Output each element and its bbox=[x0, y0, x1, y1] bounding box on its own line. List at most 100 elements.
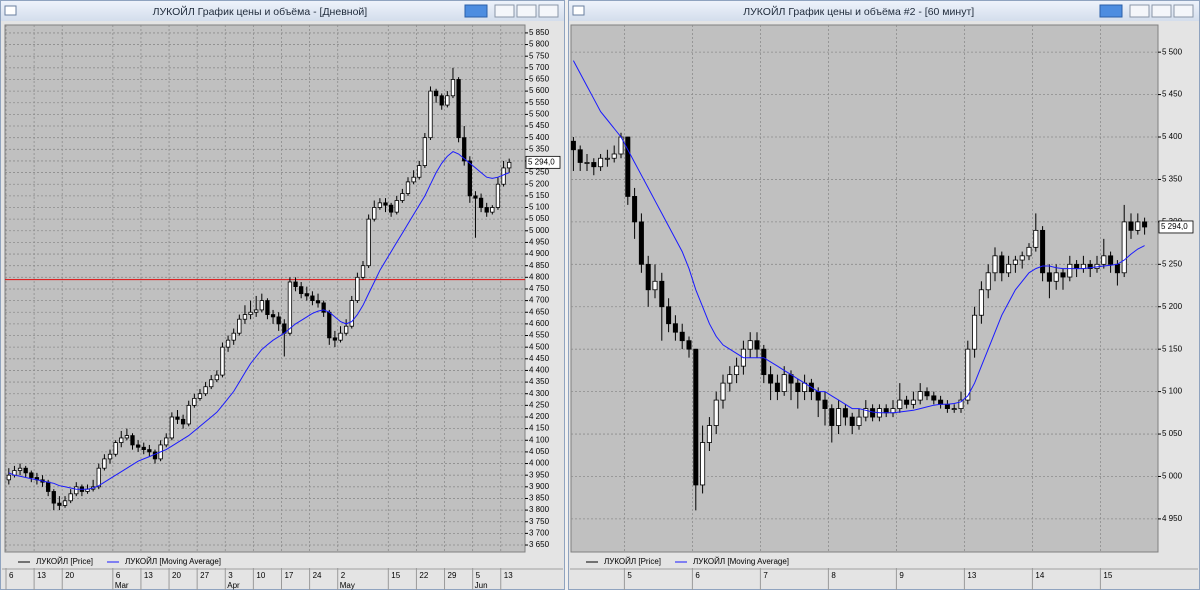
candle-body bbox=[141, 446, 146, 450]
candle-body bbox=[768, 374, 774, 384]
candle-body bbox=[625, 136, 631, 197]
candle-body bbox=[445, 95, 450, 106]
y-tick-label: 4 200 bbox=[529, 412, 550, 421]
x-tick-label: 13 bbox=[504, 571, 513, 580]
candle-body bbox=[248, 311, 253, 315]
candle-body bbox=[304, 293, 309, 297]
candle-body bbox=[321, 302, 326, 313]
y-tick-label: 5 800 bbox=[529, 40, 550, 49]
y-tick-label: 5 200 bbox=[529, 179, 550, 188]
candle-body bbox=[68, 493, 73, 502]
y-tick-label: 4 300 bbox=[529, 389, 550, 398]
candle-body bbox=[951, 408, 957, 410]
last-price-label: 5 294,0 bbox=[528, 157, 555, 166]
candle-body bbox=[107, 453, 113, 460]
candle-body bbox=[394, 200, 399, 213]
x-tick-label: 15 bbox=[391, 571, 400, 580]
x-tick-label: 20 bbox=[65, 571, 74, 580]
candle-body bbox=[6, 474, 11, 481]
candle-body bbox=[720, 382, 726, 401]
link-button[interactable] bbox=[1099, 4, 1123, 18]
y-tick-label: 5 100 bbox=[1162, 387, 1183, 396]
candle-body bbox=[965, 348, 971, 401]
candle-body bbox=[924, 391, 930, 397]
candle-body bbox=[113, 442, 118, 455]
x-tick-label: 9 bbox=[899, 571, 904, 580]
candle-body bbox=[842, 408, 848, 418]
candle-body bbox=[1033, 229, 1039, 248]
candle-body bbox=[175, 416, 180, 420]
moving-average-line bbox=[8, 151, 510, 490]
candle-body bbox=[164, 437, 169, 446]
candle-body bbox=[584, 162, 590, 164]
candle-body bbox=[856, 416, 862, 426]
candle-body bbox=[897, 399, 903, 409]
candle-body bbox=[577, 149, 583, 163]
candle-body bbox=[659, 280, 665, 308]
restore-button[interactable] bbox=[1151, 4, 1172, 18]
candle-body bbox=[686, 340, 692, 350]
candle-body bbox=[310, 295, 315, 302]
y-tick-label: 5 500 bbox=[529, 109, 550, 118]
y-tick-label: 4 700 bbox=[529, 296, 550, 305]
x-tick-label: 20 bbox=[172, 571, 181, 580]
y-tick-label: 5 100 bbox=[529, 203, 550, 212]
candle-body bbox=[209, 379, 214, 388]
candle-body bbox=[1012, 259, 1018, 265]
candle-body bbox=[931, 395, 937, 401]
y-tick-label: 3 700 bbox=[529, 528, 550, 537]
x-tick-label: 6 bbox=[9, 571, 14, 580]
candle-body bbox=[411, 176, 416, 183]
last-price-label: 5 294,0 bbox=[1161, 222, 1188, 231]
candle-body bbox=[422, 137, 427, 166]
y-tick-label: 4 550 bbox=[529, 331, 550, 340]
y-tick-label: 4 800 bbox=[529, 272, 550, 281]
candle-body bbox=[1040, 229, 1046, 274]
candle-body bbox=[332, 337, 338, 341]
y-tick-label: 5 050 bbox=[1162, 429, 1183, 438]
candle-body bbox=[473, 195, 478, 199]
candle-body bbox=[761, 348, 767, 376]
y-tick-label: 4 600 bbox=[529, 319, 550, 328]
candle-body bbox=[604, 157, 610, 160]
candle-body bbox=[377, 202, 383, 208]
candle-body bbox=[484, 207, 489, 213]
candle-body bbox=[1074, 263, 1080, 269]
candle-body bbox=[1067, 263, 1073, 278]
legend-label: ЛУКОЙЛ [Moving Average] bbox=[125, 557, 221, 566]
candle-body bbox=[62, 500, 68, 506]
minimize-button[interactable] bbox=[494, 4, 515, 18]
minimize-button[interactable] bbox=[1129, 4, 1150, 18]
restore-button[interactable] bbox=[516, 4, 537, 18]
close-button[interactable] bbox=[538, 4, 559, 18]
candle-body bbox=[1060, 272, 1066, 278]
x-tick-label: 3 bbox=[228, 571, 233, 580]
candle-body bbox=[327, 311, 332, 339]
candle-body bbox=[904, 399, 910, 405]
legend-label: ЛУКОЙЛ [Moving Average] bbox=[693, 557, 789, 566]
candle-body bbox=[679, 331, 685, 342]
candle-body bbox=[259, 300, 264, 311]
candle-body bbox=[645, 263, 651, 291]
candle-body bbox=[299, 286, 304, 295]
candle-body bbox=[119, 437, 124, 443]
plot-area bbox=[570, 24, 1159, 553]
link-button[interactable] bbox=[464, 4, 488, 18]
candle-body bbox=[910, 399, 916, 405]
candle-body bbox=[231, 332, 236, 341]
candle-body bbox=[152, 451, 158, 460]
candle-body bbox=[57, 502, 62, 506]
candle-body bbox=[439, 95, 444, 106]
y-tick-label: 5 850 bbox=[529, 28, 550, 37]
candle-body bbox=[638, 221, 644, 265]
candle-body bbox=[17, 467, 23, 471]
y-tick-label: 5 150 bbox=[529, 191, 550, 200]
window-title: ЛУКОЙЛ График цены и объёма - [Дневной] bbox=[153, 5, 368, 18]
candle-body bbox=[383, 202, 388, 206]
y-tick-label: 3 900 bbox=[529, 482, 550, 491]
candle-body bbox=[276, 316, 281, 325]
close-button[interactable] bbox=[1173, 4, 1194, 18]
window-icon bbox=[572, 5, 585, 16]
y-tick-label: 4 350 bbox=[529, 377, 550, 386]
